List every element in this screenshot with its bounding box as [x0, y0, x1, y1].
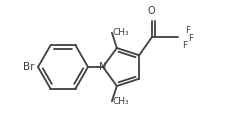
Text: O: O: [148, 6, 156, 16]
Text: F: F: [185, 26, 190, 35]
Text: N: N: [99, 62, 107, 72]
Text: CH₃: CH₃: [113, 28, 130, 37]
Text: CH₃: CH₃: [113, 97, 130, 106]
Text: F: F: [182, 41, 187, 50]
Text: Br: Br: [22, 62, 34, 72]
Text: F: F: [188, 34, 193, 43]
